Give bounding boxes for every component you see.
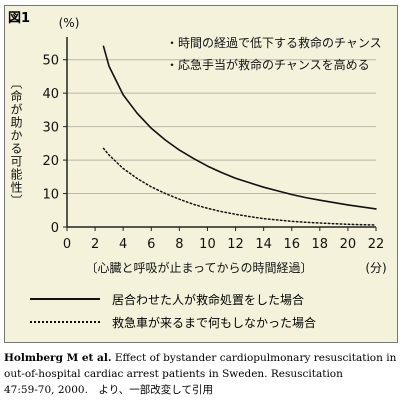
y-tick-label: 20 [42,154,59,169]
x-tick-label: 0 [63,237,71,252]
y-axis-label: 〔命が助かる可能性〕 [9,77,23,207]
caption-citation: 47:59-70, 2000. より、一部改変して引用 [4,384,213,396]
annotation-text: ・時間の経過で低下する救命のチャンス [166,35,382,50]
y-tick-label: 0 [51,221,59,236]
y-tick-label: 30 [42,121,59,136]
series [102,45,377,226]
legend-solid-line-swatch [30,298,100,300]
x-tick-label: 8 [175,237,183,252]
y-tick-label: 50 [42,54,59,69]
caption-authors: Holmberg M et al. [4,352,112,364]
y-tick-label: 40 [42,87,59,102]
line-chart: 0 10 20 30 40 50 0 2 4 6 8 10 12 14 16 18 20 22 (%) (分) 〔心臓と… [9,16,387,275]
chart-text: 0 10 20 30 40 50 0 2 4 6 8 10 12 14 16 18 20 22 (%) (分) 〔心臓と… [9,16,387,275]
x-unit-label: (分) [365,261,386,275]
grid [67,59,376,195]
legend-item-solid: 居合わせた人が救命処置をした場合 [30,290,304,308]
y-unit-label: (%) [59,16,80,30]
x-tick-label: 14 [255,237,272,252]
legend-dotted-line-swatch [30,321,100,323]
x-tick-label: 6 [147,237,155,252]
chart-panel [4,5,398,343]
series-line-solid [102,45,377,210]
axes [63,37,377,231]
x-axis-label: 〔心臓と呼吸が止まってからの時間経過〕 [86,260,313,275]
y-tick-label: 10 [42,188,59,203]
x-tick-label: 2 [91,237,99,252]
x-tick-label: 12 [227,237,244,252]
figure-label: 図1 [8,11,31,26]
x-tick-label: 4 [119,237,127,252]
x-tick-label: 22 [368,237,385,252]
x-tick-label: 18 [312,237,329,252]
series-line-dotted [102,147,377,226]
legend-label-dotted: 救急車が来るまで何もしなかった場合 [112,315,317,330]
x-tick-label: 10 [199,237,216,252]
x-tick-label: 16 [283,237,300,252]
caption: Holmberg M et al. Effect of bystander ca… [4,350,402,398]
annotation-text: ・応急手当が救命のチャンスを高める [166,57,370,72]
caption-text: Effect of bystander cardiopulmonary resu… [4,352,397,380]
x-tick-label: 20 [340,237,357,252]
legend-label-solid: 居合わせた人が救命処置をした場合 [112,292,305,307]
legend-item-dotted: 救急車が来るまで何もしなかった場合 [30,313,316,331]
